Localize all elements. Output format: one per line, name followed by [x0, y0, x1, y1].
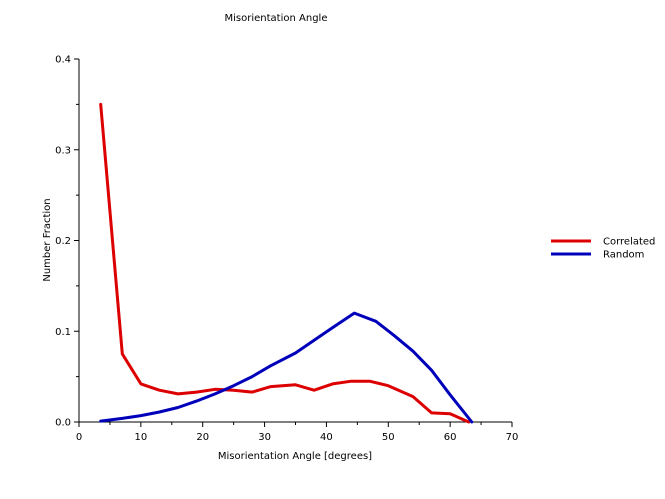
legend-label-random: Random	[603, 250, 644, 261]
x-tick-label: 70	[506, 432, 519, 443]
legend-label-correlated: Correlated	[603, 237, 655, 248]
y-axis-label: Number Fraction	[42, 198, 53, 281]
y-tick-label: 0.4	[55, 55, 71, 66]
y-tick-label: 0.0	[55, 418, 71, 429]
x-axis-label: Misorientation Angle [degrees]	[218, 451, 372, 462]
series-lines	[99, 102, 474, 424]
x-tick-label: 10	[134, 432, 147, 443]
x-tick-label: 30	[258, 432, 271, 443]
x-tick-label: 0	[76, 432, 82, 443]
y-tick-label: 0.1	[55, 327, 71, 338]
chart-title: Misorientation Angle	[225, 13, 328, 24]
y-tick-label: 0.2	[55, 236, 71, 247]
series-line-correlated	[99, 102, 471, 424]
legend: Correlated Random	[551, 237, 655, 261]
series-line-random	[99, 311, 474, 424]
x-tick-label: 40	[320, 432, 333, 443]
y-tick-label: 0.3	[55, 145, 71, 156]
x-tick-label: 60	[444, 432, 457, 443]
axes	[78, 59, 512, 423]
x-tick-label: 20	[196, 432, 209, 443]
axis-ticks: 0 10 20 30 40 50 60 70 0.0 0.1 0.2 0.3 0.4	[55, 55, 518, 444]
x-tick-label: 50	[382, 432, 395, 443]
